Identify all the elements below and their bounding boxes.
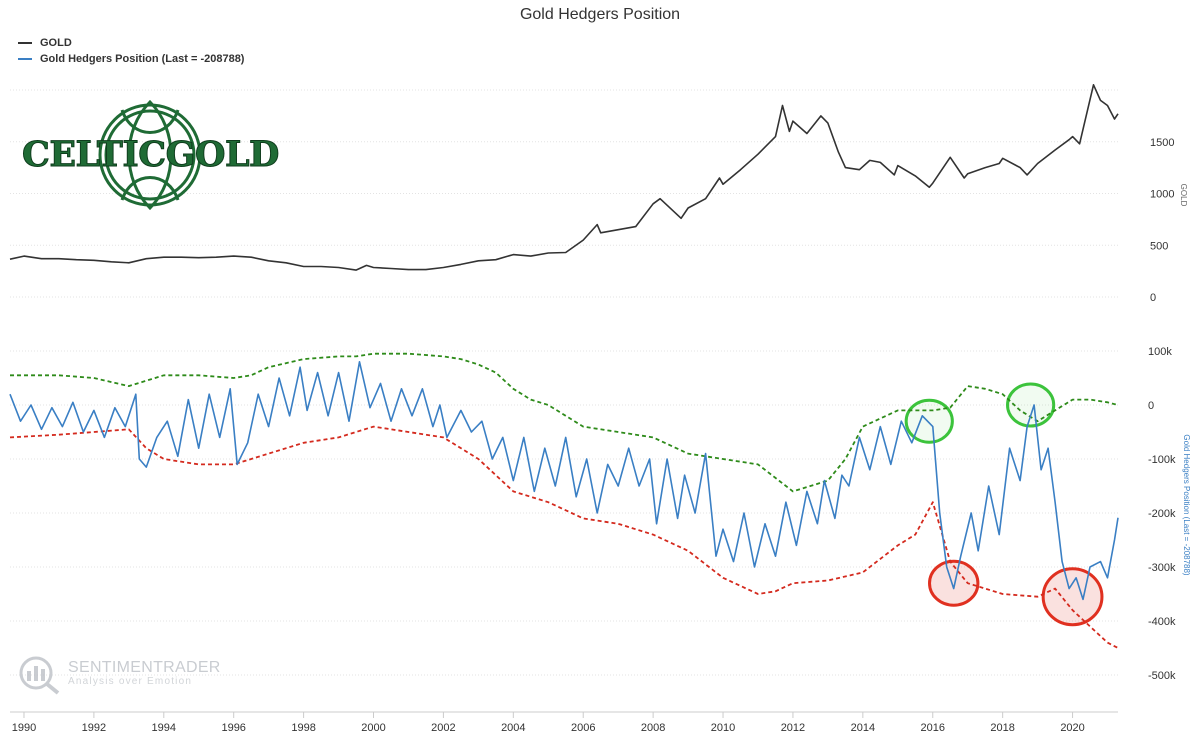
x-tick-label: 2006 — [571, 722, 595, 734]
watermark-name: SENTIMENTRADER — [68, 659, 221, 676]
x-tick-label: 2000 — [361, 722, 385, 734]
x-tick-label: 1990 — [12, 722, 36, 734]
y-tick-label-top: 500 — [1150, 240, 1168, 252]
y-tick-label-bottom: -400k — [1148, 616, 1176, 628]
x-tick-label: 2020 — [1060, 722, 1084, 734]
x-tick-label: 2002 — [431, 722, 455, 734]
watermark-tagline: Analysis over Emotion — [68, 676, 193, 687]
annotation-circle-red — [928, 559, 980, 607]
legend-swatch-gold — [18, 42, 32, 44]
x-tick-label: 1994 — [152, 722, 176, 734]
celticgold-logo: CELTICGOLD — [22, 100, 280, 210]
axis-title-gold: GOLD — [1179, 184, 1188, 207]
y-tick-label-top: 1500 — [1150, 137, 1174, 149]
y-tick-label-bottom: 0 — [1148, 400, 1154, 412]
x-tick-label: 2012 — [781, 722, 805, 734]
x-tick-label: 2014 — [851, 722, 875, 734]
annotation-circle-green — [1006, 382, 1056, 428]
legend-item-gold[interactable]: GOLD — [18, 37, 72, 49]
y-tick-label-top: 0 — [1150, 292, 1156, 304]
series-line-lower-band — [9, 425, 1119, 649]
magnifier-chart-icon — [19, 656, 60, 695]
x-tick-label: 2018 — [990, 722, 1014, 734]
y-tick-label-bottom: -300k — [1148, 562, 1176, 574]
annotation-circle-red — [1041, 567, 1104, 627]
chart-title: Gold Hedgers Position — [519, 6, 681, 23]
x-tick-label: 1998 — [291, 722, 315, 734]
y-tick-label-bottom: -500k — [1148, 670, 1176, 682]
celtic-knot-icon — [98, 100, 202, 210]
y-tick-label-bottom: -100k — [1148, 454, 1176, 466]
x-tick-label: 2016 — [921, 722, 945, 734]
y-tick-label-bottom: -200k — [1148, 508, 1176, 520]
legend-item-hedgers[interactable]: Gold Hedgers Position (Last = -208788) — [18, 53, 244, 65]
legend-label-hedgers: Gold Hedgers Position (Last = -208788) — [40, 53, 245, 65]
x-tick-label: 1996 — [221, 722, 245, 734]
x-tick-label: 2008 — [641, 722, 665, 734]
logo-wordmark: CELTICGOLD — [22, 134, 280, 176]
x-tick-label: 2004 — [501, 722, 525, 734]
legend-swatch-hedgers — [18, 58, 32, 60]
legend-label-gold: GOLD — [40, 37, 72, 49]
axis-title-hedgers: Gold Hedgers Position (Last = -208788) — [1182, 434, 1191, 576]
x-tick-label: 2010 — [711, 722, 735, 734]
annotation-circle-green — [904, 398, 954, 444]
series-line-upper-band — [10, 352, 1119, 493]
series-line-gold — [9, 84, 1119, 271]
series-line-hedgers — [9, 360, 1119, 601]
y-tick-label-top: 1000 — [1150, 189, 1174, 201]
x-tick-label: 1992 — [82, 722, 106, 734]
y-tick-label-bottom: 100k — [1148, 346, 1172, 358]
sentimentrader-watermark: SENTIMENTRADER Analysis over Emotion — [14, 655, 220, 695]
